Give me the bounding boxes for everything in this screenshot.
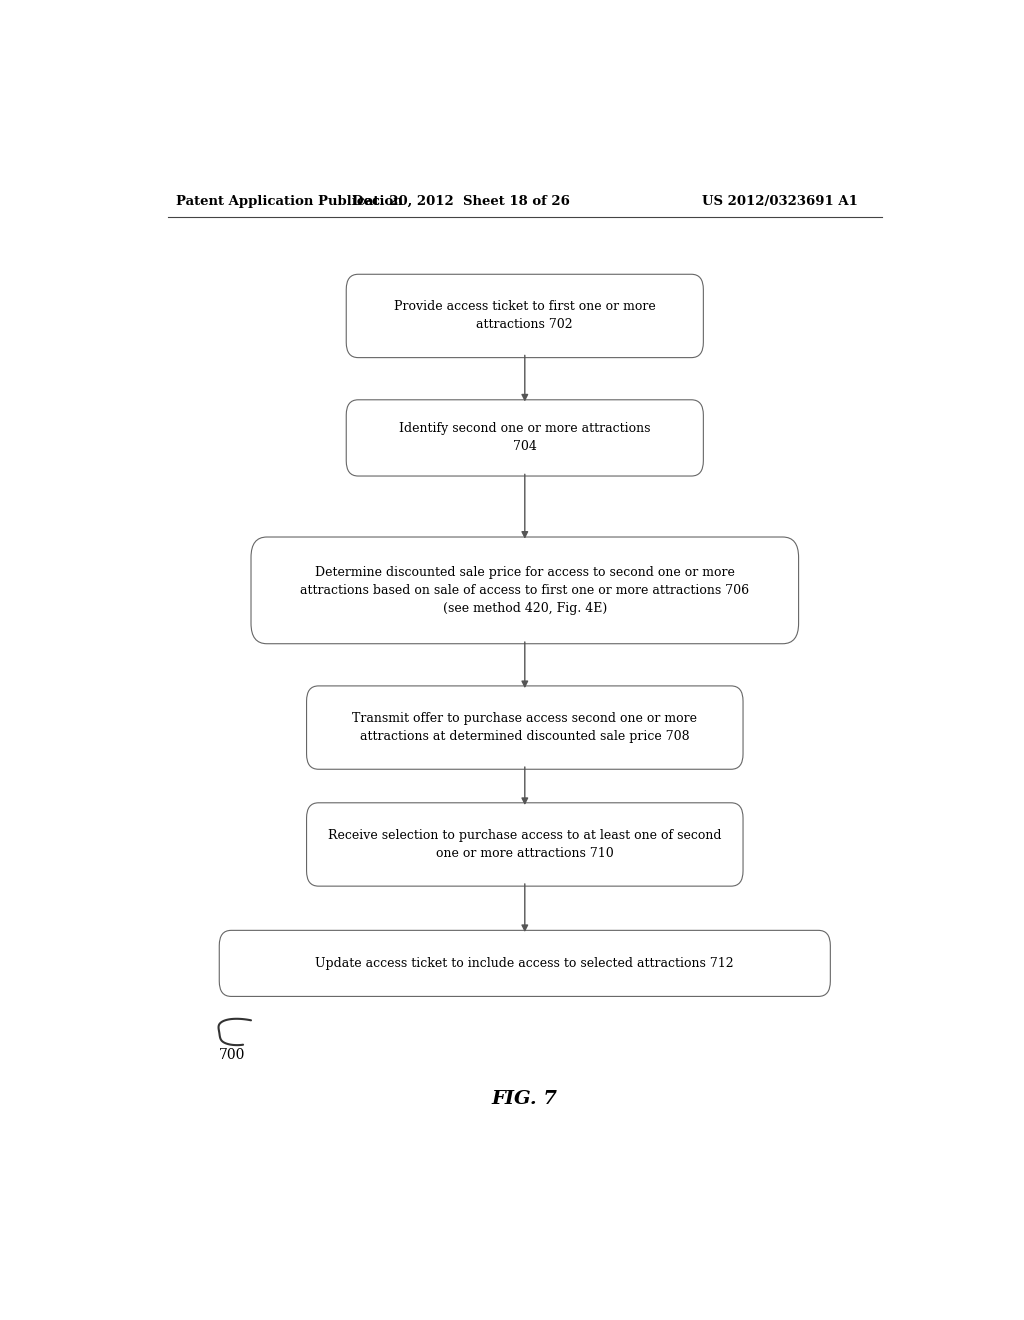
Text: FIG. 7: FIG. 7 [492, 1089, 558, 1107]
Text: Patent Application Publication: Patent Application Publication [176, 194, 402, 207]
Text: Determine discounted sale price for access to second one or more
attractions bas: Determine discounted sale price for acce… [300, 566, 750, 615]
Text: Update access ticket to include access to selected attractions 712: Update access ticket to include access t… [315, 957, 734, 970]
Text: Identify second one or more attractions
704: Identify second one or more attractions … [399, 422, 650, 453]
FancyBboxPatch shape [306, 686, 743, 770]
Text: 700: 700 [219, 1048, 246, 1061]
FancyBboxPatch shape [346, 400, 703, 477]
FancyBboxPatch shape [346, 275, 703, 358]
Text: Receive selection to purchase access to at least one of second
one or more attra: Receive selection to purchase access to … [328, 829, 722, 859]
FancyBboxPatch shape [219, 931, 830, 997]
Text: Dec. 20, 2012  Sheet 18 of 26: Dec. 20, 2012 Sheet 18 of 26 [352, 194, 570, 207]
Text: Provide access ticket to first one or more
attractions 702: Provide access ticket to first one or mo… [394, 301, 655, 331]
FancyBboxPatch shape [251, 537, 799, 644]
FancyBboxPatch shape [306, 803, 743, 886]
Text: US 2012/0323691 A1: US 2012/0323691 A1 [702, 194, 858, 207]
Text: Transmit offer to purchase access second one or more
attractions at determined d: Transmit offer to purchase access second… [352, 711, 697, 743]
